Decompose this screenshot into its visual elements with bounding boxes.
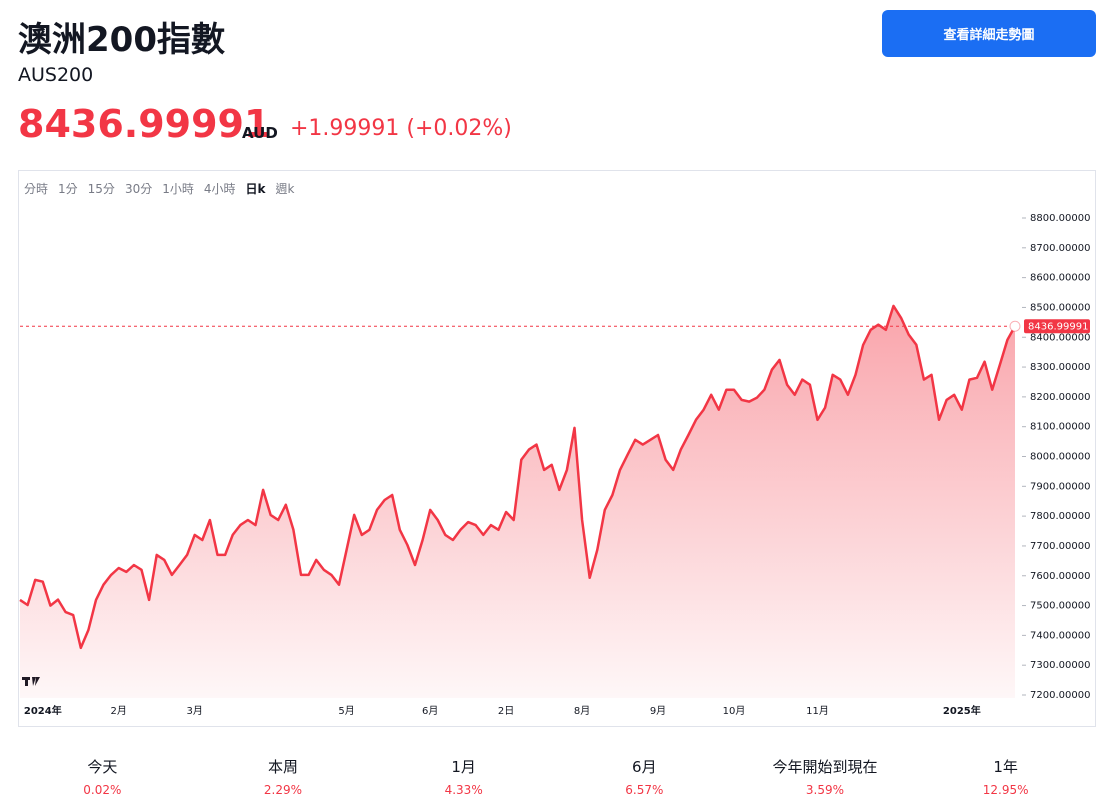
x-tick-label: 10月 — [723, 705, 746, 717]
x-tick-label: 2日 — [498, 706, 514, 717]
performance-item: 本周 2.29% — [193, 756, 374, 797]
x-tick-label: 3月 — [187, 705, 203, 717]
timeframe-tab[interactable]: 分時 — [24, 182, 49, 196]
x-tick-label: 5月 — [338, 705, 354, 717]
timeframe-tab[interactable]: 15分 — [87, 182, 115, 196]
y-tick-label: 7600.00000 — [1030, 571, 1090, 582]
y-tick-label: 8800.00000 — [1030, 213, 1090, 224]
performance-label: 本周 — [267, 758, 298, 776]
price-line — [19, 304, 1017, 650]
x-tick-label: 2024年 — [24, 704, 62, 717]
performance-label: 今年開始到現在 — [772, 758, 878, 776]
performance-label: 1月 — [451, 758, 476, 776]
timeframe-tab[interactable]: 1分 — [58, 182, 78, 196]
y-tick-label: 7500.00000 — [1030, 601, 1090, 612]
performance: 今天 0.02% 本周 2.29% 1月 4.33% 6月 6.57% 今年開始到現在 3.59%… — [12, 756, 1096, 797]
y-tick-label: 8200.00000 — [1030, 392, 1090, 403]
timeframe-tab[interactable]: 30分 — [124, 182, 153, 196]
performance-value: 4.33% — [444, 783, 483, 797]
y-tick-label: 8100.00000 — [1030, 422, 1090, 433]
timeframe-tab[interactable]: 日k — [245, 182, 266, 196]
y-tick-label: 8300.00000 — [1030, 362, 1090, 373]
last-price-tag — [1024, 319, 1090, 334]
x-tick-label: 8月 — [574, 705, 590, 717]
performance-item: 今年開始到現在 3.59% — [735, 756, 916, 797]
y-tick-label: 7700.00000 — [1030, 541, 1090, 552]
performance-label: 6月 — [632, 758, 657, 776]
price: 8436.99991 — [18, 102, 271, 146]
y-tick-label: 7800.00000 — [1030, 511, 1090, 522]
performance-item: 今天 0.02% — [12, 756, 193, 797]
last-price-label: 8436.99991 — [1028, 322, 1088, 333]
price-change: +1.99991 (+0.02%) — [290, 116, 512, 141]
performance-value: 2.29% — [263, 783, 303, 797]
y-tick-label: 7200.00000 — [1030, 690, 1090, 701]
symbol: AUS200 — [18, 64, 94, 86]
y-tick-label: 8600.00000 — [1030, 273, 1090, 284]
x-tick-label: 11月 — [806, 705, 829, 717]
performance-label: 1年 — [993, 758, 1018, 776]
performance-item: 6月 6.57% — [554, 756, 735, 797]
timeframe-tabs: 分時 1分 15分 30分 1小時 4小時 日k 週k — [24, 180, 294, 197]
x-tick-label: 2025年 — [943, 704, 981, 717]
y-tick-label: 8500.00000 — [1030, 302, 1090, 313]
area-fill — [20, 305, 1015, 698]
detail-button[interactable]: 查看詳細走勢圖 — [882, 10, 1096, 57]
x-tick-label: 9月 — [650, 705, 666, 717]
y-tick-label: 7900.00000 — [1030, 481, 1090, 492]
x-tick-label: 2月 — [111, 705, 127, 717]
performance-value: 3.59% — [805, 783, 845, 797]
timeframe-tab[interactable]: 4小時 — [203, 182, 236, 196]
timeframe-tab[interactable]: 週k — [275, 182, 295, 196]
performance-value: 12.95% — [982, 783, 1029, 797]
y-tick-label: 7300.00000 — [1030, 660, 1090, 671]
y-tick-label: 7400.00000 — [1030, 630, 1090, 641]
y-tick-label: 8400.00000 — [1030, 332, 1090, 343]
y-tick-label: 8700.00000 — [1030, 243, 1090, 254]
performance-item: 1年 12.95% — [915, 756, 1096, 797]
performance-value: 6.57% — [625, 783, 664, 797]
x-tick-label: 6月 — [422, 705, 438, 717]
timeframe-tab[interactable]: 1小時 — [162, 182, 194, 196]
performance-item: 1月 4.33% — [373, 756, 554, 797]
currency: AUD — [242, 124, 278, 142]
y-tick-label: 8000.00000 — [1030, 452, 1090, 463]
performance-value: 0.02% — [83, 783, 122, 797]
title: 澳洲200指數 — [18, 20, 225, 60]
performance-label: 今天 — [87, 758, 118, 776]
last-point — [1009, 320, 1021, 332]
